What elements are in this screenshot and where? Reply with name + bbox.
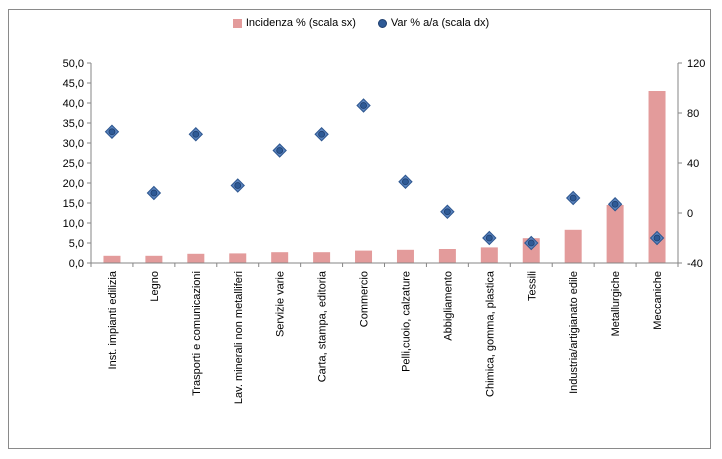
bar-1	[145, 255, 163, 263]
var-point-10	[527, 239, 535, 247]
bar-8	[438, 249, 456, 263]
var-point-2	[192, 130, 200, 138]
bar-2	[187, 253, 205, 263]
x-category-label-8: Abbigliamento	[442, 271, 454, 341]
var-point-11	[569, 194, 577, 202]
var-point-1	[150, 189, 158, 197]
legend-label-var: Var % a/a (scala dx)	[390, 17, 490, 29]
y-left-tick-label-5: 25,0	[63, 158, 84, 170]
y-left-tick-label-6: 30,0	[63, 138, 84, 150]
y-left-tick-label-10: 50,0	[63, 58, 84, 70]
x-category-label-7: Pelli,cuoio, calzature	[400, 271, 412, 372]
chart-legend: Incidenza % (scala sx) Var % a/a (scala …	[0, 17, 722, 29]
var-point-7	[402, 178, 409, 186]
x-category-label-10: Tessili	[526, 271, 538, 301]
x-category-label-5: Carta, stampa, editoria	[317, 270, 329, 382]
bar-3	[229, 253, 247, 263]
bar-5	[313, 252, 331, 263]
y-right-tick-label-1: 0	[687, 208, 693, 220]
var-point-6	[360, 102, 367, 109]
y-left-tick-label-9: 45,0	[63, 78, 84, 90]
x-category-label-2: Trasporti e comunicazioni	[191, 271, 203, 396]
var-point-8	[443, 208, 451, 216]
x-category-label-13: Meccaniche	[652, 271, 664, 330]
x-category-label-12: Metallurgiche	[610, 271, 622, 336]
x-category-label-11: Industria/artigianato edile	[568, 271, 580, 394]
bar-13	[648, 91, 666, 263]
var-point-5	[318, 130, 326, 138]
legend-swatch-bar	[232, 18, 242, 28]
y-left-tick-label-1: 5,0	[69, 238, 84, 250]
bar-4	[271, 252, 289, 263]
y-left-tick-label-2: 10,0	[63, 218, 84, 230]
legend-swatch-dot	[377, 18, 387, 28]
bar-7	[396, 249, 414, 263]
legend-label-incidenza: Incidenza % (scala sx)	[245, 17, 356, 29]
y-right-tick-label-4: 120	[687, 58, 705, 70]
y-right-tick-label-2: 40	[687, 158, 699, 170]
y-left-tick-label-7: 35,0	[63, 118, 84, 130]
y-left-tick-label-0: 0,0	[69, 258, 84, 270]
var-point-12	[611, 200, 619, 208]
bar-6	[355, 250, 373, 263]
bar-11	[564, 229, 582, 263]
x-category-label-0: Inst. impianti edilizia	[107, 270, 119, 369]
var-point-3	[234, 182, 242, 189]
y-left-tick-label-4: 20,0	[63, 178, 84, 190]
var-point-4	[276, 147, 284, 154]
var-point-13	[653, 234, 661, 242]
bar-12	[606, 205, 624, 263]
x-category-label-4: Servizie varie	[275, 271, 287, 337]
bar-9	[480, 247, 498, 263]
bar-0	[103, 255, 121, 263]
legend-item-incidenza: Incidenza % (scala sx)	[232, 17, 356, 29]
y-left-tick-label-8: 40,0	[63, 98, 84, 110]
chart-frame	[8, 9, 711, 449]
x-category-label-6: Commercio	[359, 271, 371, 327]
legend-item-var: Var % a/a (scala dx)	[377, 17, 490, 29]
var-point-9	[485, 234, 493, 242]
y-right-tick-label-0: -40	[687, 258, 703, 270]
y-right-tick-label-3: 80	[687, 108, 699, 120]
y-left-tick-label-3: 15,0	[63, 198, 84, 210]
x-category-label-3: Lav. minerali non metalliferi	[233, 271, 245, 404]
var-point-0	[108, 128, 116, 136]
x-category-label-1: Legno	[149, 271, 161, 302]
x-category-label-9: Chimica, gomma, plastica	[484, 270, 496, 397]
